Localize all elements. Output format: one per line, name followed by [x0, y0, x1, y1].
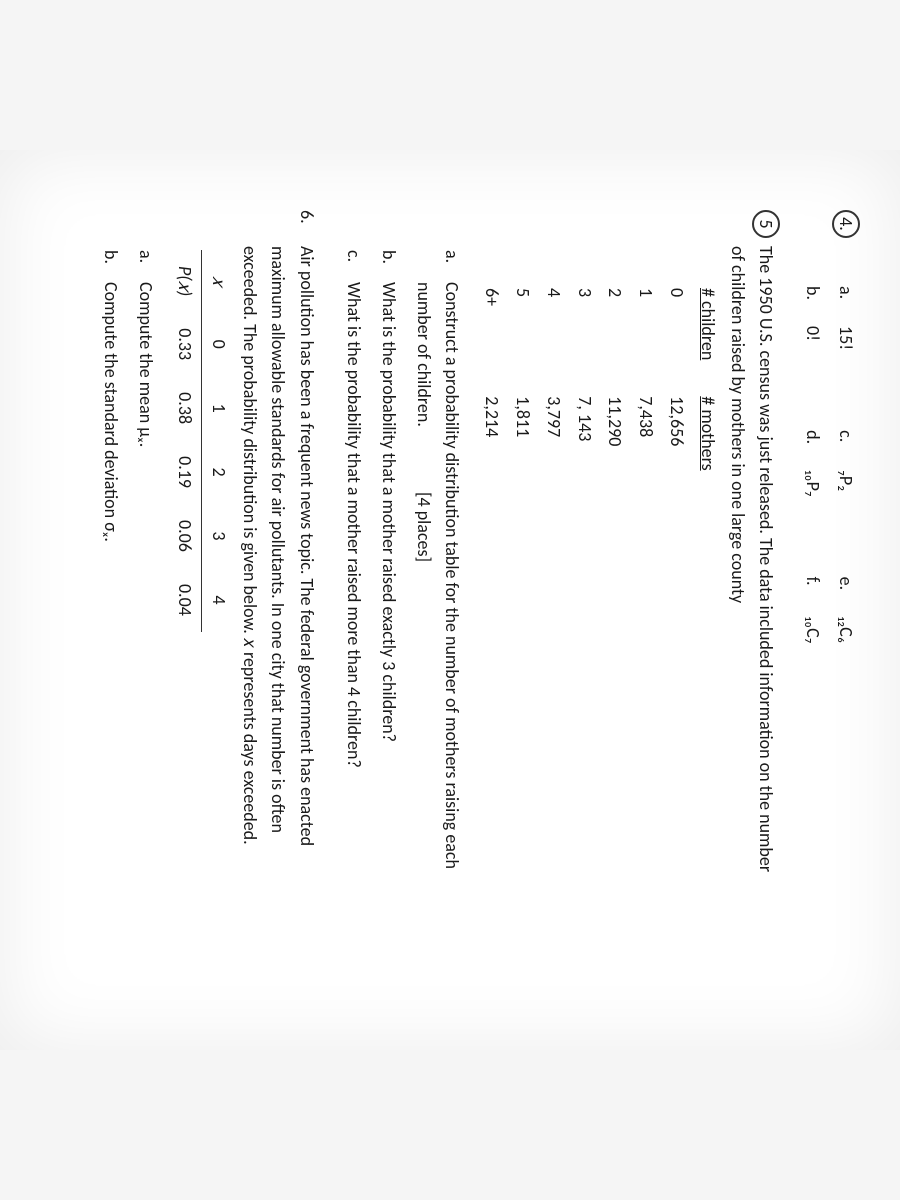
- q6-a-text: Compute the mean μₓ.: [131, 282, 160, 990]
- q5-header-children: # children: [692, 270, 723, 378]
- q6-probability-table: 𝑥 0 1 2 3 4 P(𝑥) 0.33 0.38 0.19 0.06 0.0…: [168, 250, 235, 632]
- q5-data-table: # children # mothers 012,656 17,438 211,…: [476, 270, 722, 489]
- table-cell: 1,811: [507, 378, 538, 488]
- q4-a-label: a.: [831, 286, 860, 310]
- question-4: 4. a. 15! b. 0! c. ₇P₂: [798, 210, 860, 990]
- q4-f-label: f.: [798, 577, 827, 601]
- q4-c-value: ₇P₂: [831, 470, 860, 491]
- q4-c-label: c.: [831, 430, 860, 454]
- table-cell: 5: [507, 270, 538, 378]
- table-cell: 3: [202, 504, 235, 568]
- worksheet-page: 4. a. 15! b. 0! c. ₇P₂: [0, 150, 900, 1050]
- table-cell: 0.04: [168, 568, 201, 632]
- table-cell: 7,438: [630, 378, 661, 488]
- table-cell: 2: [202, 440, 235, 504]
- table-cell: 4: [538, 270, 569, 378]
- q5-a-text2: number of children. [4 places]: [409, 282, 438, 990]
- table-cell: 0.19: [168, 440, 201, 504]
- q6-x-label: 𝑥: [202, 250, 235, 312]
- q5-subquestions: a. Construct a probability distribution …: [339, 250, 466, 990]
- q4-d-label: d.: [798, 430, 827, 454]
- table-cell: 12,656: [661, 378, 692, 488]
- q4-e-value: ₁₂C₆: [831, 617, 860, 644]
- q6-intro-line3: exceeded. The probability distribution i…: [235, 246, 264, 846]
- q6-b-text: Compute the standard deviation σₓ.: [97, 282, 126, 990]
- q5-intro-line2: of children raised by mothers in one lar…: [723, 246, 752, 872]
- question-6: 6. Air pollution has been a frequent new…: [97, 210, 322, 990]
- q5-a-label: a.: [409, 250, 467, 282]
- table-cell: 1: [630, 270, 661, 378]
- q6-intro-line1: Air pollution has been a frequent news t…: [292, 246, 321, 846]
- q5-a-text1: Construct a probability distribution tab…: [438, 282, 467, 990]
- q4-e-label: e.: [831, 577, 860, 601]
- q5-b-text: What is the probability that a mother ra…: [374, 282, 403, 990]
- table-cell: 3: [569, 270, 600, 378]
- table-cell: 1: [202, 376, 235, 440]
- q4-b-value: 0!: [798, 326, 827, 341]
- table-cell: 7, 143: [569, 378, 600, 488]
- q4-d-value: ₁₀P₇: [798, 470, 827, 497]
- q6-subquestions: a. Compute the mean μₓ. b. Compute the s…: [97, 250, 161, 990]
- q5-number: 5: [752, 210, 780, 238]
- table-cell: 0.06: [168, 504, 201, 568]
- q6-a-label: a.: [131, 250, 160, 282]
- table-cell: 0: [661, 270, 692, 378]
- table-cell: 6+: [476, 270, 507, 378]
- q4-b-label: b.: [798, 286, 827, 310]
- q6-px-label: P(𝑥): [168, 250, 201, 312]
- q5-b-label: b.: [374, 250, 403, 282]
- q6-intro-line2: maximum allowable standards for air poll…: [264, 246, 293, 846]
- q6-b-label: b.: [97, 250, 126, 282]
- q4-a-value: 15!: [831, 326, 860, 350]
- table-cell: 0.38: [168, 376, 201, 440]
- q4-number: 4.: [832, 210, 860, 238]
- table-cell: 11,290: [600, 378, 631, 488]
- table-cell: 2: [600, 270, 631, 378]
- q5-c-text: What is the probability that a mother ra…: [339, 282, 368, 990]
- table-cell: 4: [202, 568, 235, 632]
- question-5: 5 The 1950 U.S. census was just released…: [339, 210, 780, 990]
- q5-intro-line1: The 1950 U.S. census was just released. …: [752, 246, 781, 872]
- table-cell: 0.33: [168, 312, 201, 376]
- q5-c-label: c.: [339, 250, 368, 282]
- q4-subparts: a. 15! b. 0! c. ₇P₂ d. ₁₀P₇: [798, 286, 860, 644]
- table-cell: 3,797: [538, 378, 569, 488]
- q5-header-mothers: # mothers: [692, 378, 723, 488]
- q4-f-value: ₁₀C₇: [798, 617, 827, 644]
- table-cell: 2,214: [476, 378, 507, 488]
- table-cell: 0: [202, 312, 235, 376]
- q6-number: 6.: [292, 210, 321, 238]
